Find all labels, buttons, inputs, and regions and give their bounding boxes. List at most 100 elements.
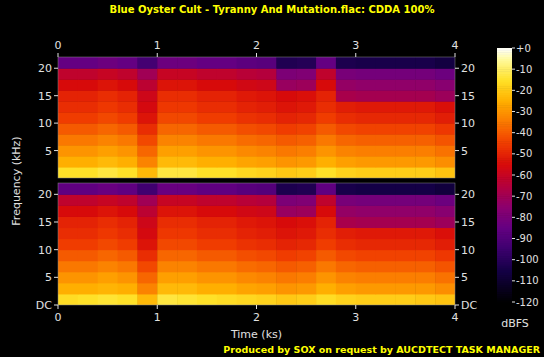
cell: [435, 194, 455, 206]
cell: [415, 250, 435, 262]
cell: [58, 228, 78, 240]
cell: [376, 216, 396, 228]
cell: [217, 167, 237, 178]
cell: [58, 123, 78, 134]
colorbar-tick: [512, 280, 515, 281]
cell: [78, 145, 98, 156]
cell: [376, 250, 396, 262]
cell: [435, 183, 455, 195]
cell: [217, 294, 237, 305]
cell: [356, 57, 376, 69]
cell: [435, 167, 455, 178]
x-tick-label: 0: [55, 39, 62, 52]
cell: [415, 134, 435, 145]
cell: [376, 228, 396, 240]
cell: [257, 183, 277, 195]
cell: [336, 283, 356, 295]
cell: [276, 239, 296, 251]
cell: [336, 57, 356, 69]
y-tick: [54, 68, 58, 69]
cell: [157, 57, 177, 69]
cell: [356, 250, 376, 262]
cell: [78, 194, 98, 206]
cell: [237, 167, 257, 178]
y-tick-label: 10: [461, 244, 475, 257]
cell: [336, 250, 356, 262]
cell: [197, 261, 217, 273]
cell: [58, 261, 78, 273]
cell: [58, 283, 78, 295]
cell: [276, 79, 296, 90]
cell: [98, 90, 118, 101]
cell: [316, 112, 336, 123]
y-tick: [54, 95, 58, 96]
cell: [78, 261, 98, 273]
cell: [177, 261, 197, 273]
cell: [415, 228, 435, 240]
cell: [435, 272, 455, 284]
cell: [217, 205, 237, 217]
cell: [316, 134, 336, 145]
cell: [78, 228, 98, 240]
cell: [137, 261, 157, 273]
cell: [197, 205, 217, 217]
cell: [197, 79, 217, 90]
cell: [197, 183, 217, 195]
cell: [58, 216, 78, 228]
cell: [356, 101, 376, 112]
cell: [58, 156, 78, 167]
cell: [98, 261, 118, 273]
cell: [177, 250, 197, 262]
cell: [98, 156, 118, 167]
cell: [336, 112, 356, 123]
cell: [296, 134, 316, 145]
cell: [336, 183, 356, 195]
cell: [257, 228, 277, 240]
cell: [118, 183, 138, 195]
cell: [157, 134, 177, 145]
cell: [435, 123, 455, 134]
x-tick-label: 0: [55, 311, 62, 324]
y-tick-label: 10: [38, 244, 52, 257]
cell: [356, 156, 376, 167]
cell: [296, 68, 316, 79]
cell: [197, 228, 217, 240]
cell: [336, 68, 356, 79]
colorbar-tick-label: -10: [516, 64, 532, 75]
cell: [237, 283, 257, 295]
cell: [336, 272, 356, 284]
y-tick-label: DC: [36, 299, 52, 312]
x-tick: [256, 53, 257, 57]
x-tick: [157, 305, 158, 309]
cell: [435, 156, 455, 167]
cell: [118, 216, 138, 228]
colorbar-tick-label: -110: [516, 275, 539, 286]
cell: [137, 112, 157, 123]
cell: [296, 216, 316, 228]
cell: [58, 250, 78, 262]
cell: [137, 250, 157, 262]
y-tick: [54, 305, 58, 306]
cell: [157, 239, 177, 251]
cell: [376, 272, 396, 284]
cell: [157, 261, 177, 273]
y-tick-label: 20: [38, 62, 52, 75]
y-axis-label: Frequency (kHz): [10, 136, 23, 225]
y-tick-label: 10: [461, 117, 475, 130]
cell: [395, 90, 415, 101]
cell: [395, 283, 415, 295]
cell: [237, 239, 257, 251]
cell: [98, 79, 118, 90]
y-tick: [455, 249, 459, 250]
cell: [415, 145, 435, 156]
cell: [237, 112, 257, 123]
cell: [217, 183, 237, 195]
cell: [98, 134, 118, 145]
cell: [257, 294, 277, 305]
cell: [376, 134, 396, 145]
y-tick-label: 20: [461, 188, 475, 201]
cell: [356, 112, 376, 123]
cell: [276, 216, 296, 228]
cell: [118, 123, 138, 134]
cell: [78, 216, 98, 228]
